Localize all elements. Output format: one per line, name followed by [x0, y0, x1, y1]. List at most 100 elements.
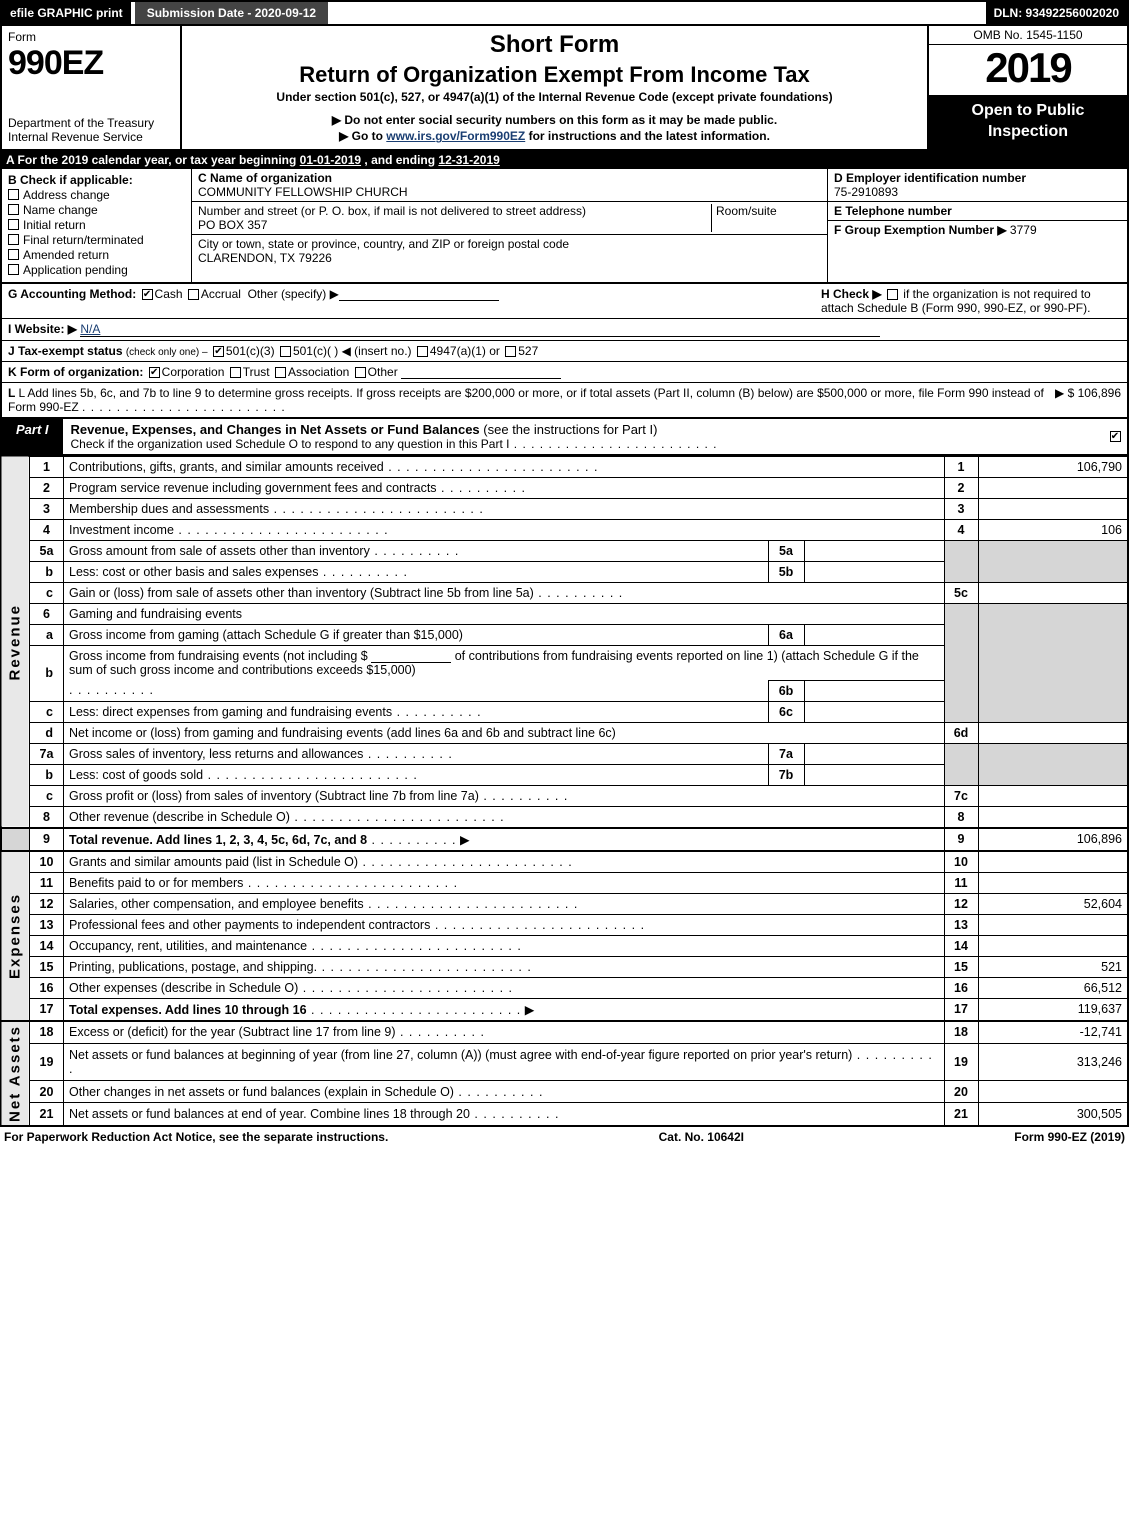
ln: 9 — [30, 828, 64, 851]
title-short: Short Form — [190, 31, 919, 59]
h-prefix: H Check ▶ — [821, 287, 882, 301]
chk-initial-return[interactable] — [8, 219, 19, 230]
chk-trust[interactable] — [230, 367, 241, 378]
chk-address-change[interactable] — [8, 189, 19, 200]
nc: 19 — [944, 1043, 978, 1080]
chk-501c3[interactable] — [213, 346, 224, 357]
lv: 119,637 — [978, 998, 1128, 1021]
chk-501c[interactable] — [280, 346, 291, 357]
subn: 7a — [768, 743, 804, 764]
table-row: 13 Professional fees and other payments … — [1, 914, 1128, 935]
l-amount-prefix: ▶ $ — [1055, 386, 1078, 400]
nc: 5c — [944, 582, 978, 603]
ln: 3 — [30, 498, 64, 519]
nc: 14 — [944, 935, 978, 956]
title-ssn-note: ▶ Do not enter social security numbers o… — [190, 113, 919, 127]
instructions-link[interactable]: www.irs.gov/Form990EZ — [386, 129, 525, 143]
a-end-date: 12-31-2019 — [438, 153, 499, 167]
nc: 3 — [944, 498, 978, 519]
chk-accrual[interactable] — [188, 289, 199, 300]
ld-text: Total expenses. Add lines 10 through 16 — [69, 1003, 307, 1017]
row-k: K Form of organization: Corporation Trus… — [8, 365, 1121, 379]
lbl-501c: 501(c)( ) ◀ (insert no.) — [293, 344, 412, 358]
table-row: d Net income or (loss) from gaming and f… — [1, 722, 1128, 743]
j-note: (check only one) – — [126, 347, 208, 358]
ld-text: Membership dues and assessments — [69, 502, 269, 516]
org-name-value: COMMUNITY FELLOWSHIP CHURCH — [198, 185, 408, 199]
chk-name-change[interactable] — [8, 204, 19, 215]
sidebar-gap — [1, 828, 30, 851]
chk-cash[interactable] — [142, 289, 153, 300]
nc: 7c — [944, 785, 978, 806]
lv — [978, 498, 1128, 519]
ln: c — [30, 701, 64, 722]
ld-text: Gross sales of inventory, less returns a… — [69, 747, 363, 761]
lv — [978, 582, 1128, 603]
other-specify-field[interactable] — [339, 287, 499, 301]
chk-amended-return[interactable] — [8, 249, 19, 260]
nc-grey — [944, 743, 978, 785]
website-value[interactable]: N/A — [80, 322, 880, 337]
part1-header: Part I Revenue, Expenses, and Changes in… — [0, 419, 1129, 456]
table-row: Net Assets 18 Excess or (deficit) for th… — [1, 1021, 1128, 1044]
lbl-amended-return: Amended return — [23, 248, 109, 262]
efile-print-label[interactable]: efile GRAPHIC print — [2, 2, 131, 24]
chk-association[interactable] — [275, 367, 286, 378]
nc: 16 — [944, 977, 978, 998]
ld: Grants and similar amounts paid (list in… — [64, 851, 945, 873]
topbar: efile GRAPHIC print Submission Date - 20… — [0, 0, 1129, 26]
chk-final-return[interactable] — [8, 234, 19, 245]
ld-text: Gross amount from sale of assets other t… — [69, 544, 370, 558]
table-row: 20 Other changes in net assets or fund b… — [1, 1081, 1128, 1103]
form-header: Form 990EZ Department of the Treasury In… — [0, 26, 1129, 151]
title-subtitle: Under section 501(c), 527, or 4947(a)(1)… — [190, 90, 919, 104]
contrib-amount-field[interactable] — [371, 649, 451, 663]
ld: Less: cost of goods sold — [64, 764, 769, 785]
chk-corporation[interactable] — [149, 367, 160, 378]
lv: 521 — [978, 956, 1128, 977]
identity-block: B Check if applicable: Address change Na… — [0, 169, 1129, 284]
ld: Gross profit or (loss) from sales of inv… — [64, 785, 945, 806]
part1-sub: Check if the organization used Schedule … — [71, 437, 510, 451]
footer-right-form: 990-EZ — [1048, 1130, 1087, 1144]
ln: 13 — [30, 914, 64, 935]
a-prefix: A For the 2019 calendar year, or tax yea… — [6, 153, 300, 167]
nc: 9 — [944, 828, 978, 851]
chk-4947[interactable] — [417, 346, 428, 357]
ld: Total revenue. Add lines 1, 2, 3, 4, 5c,… — [64, 828, 945, 851]
part1-title-wrap: Revenue, Expenses, and Changes in Net As… — [63, 419, 1103, 454]
ld: Net assets or fund balances at end of ye… — [64, 1103, 945, 1126]
ld: Membership dues and assessments — [64, 498, 945, 519]
ld-text: Grants and similar amounts paid (list in… — [69, 855, 358, 869]
subn: 6b — [768, 680, 804, 701]
chk-527[interactable] — [505, 346, 516, 357]
table-row: 12 Salaries, other compensation, and emp… — [1, 893, 1128, 914]
ln: 8 — [30, 806, 64, 828]
table-row: Expenses 10 Grants and similar amounts p… — [1, 851, 1128, 873]
chk-application-pending[interactable] — [8, 264, 19, 275]
ld: Program service revenue including govern… — [64, 477, 945, 498]
part1-title: Revenue, Expenses, and Changes in Net As… — [71, 422, 480, 437]
lv-grey — [978, 743, 1128, 785]
table-row: 11 Benefits paid to or for members 11 — [1, 872, 1128, 893]
sidebar-revenue: Revenue — [1, 456, 30, 828]
ein-label: D Employer identification number — [834, 171, 1026, 185]
g-label: G Accounting Method: — [8, 287, 136, 301]
row-g: G Accounting Method: Cash Accrual Other … — [8, 287, 821, 315]
chk-other-org[interactable] — [355, 367, 366, 378]
chk-schedule-b[interactable] — [887, 289, 898, 300]
subv — [804, 701, 944, 722]
other-org-field[interactable] — [401, 365, 561, 379]
subv — [804, 764, 944, 785]
chk-schedule-o-part1[interactable] — [1110, 431, 1121, 442]
group-exempt-label: F Group Exemption Number ▶ — [834, 223, 1007, 237]
lbl-corporation: Corporation — [162, 365, 225, 379]
ld: Salaries, other compensation, and employ… — [64, 893, 945, 914]
table-row: 6 Gaming and fundraising events — [1, 603, 1128, 624]
ld-text: Salaries, other compensation, and employ… — [69, 897, 364, 911]
table-row: c Gross profit or (loss) from sales of i… — [1, 785, 1128, 806]
ld-text: Total revenue. Add lines 1, 2, 3, 4, 5c,… — [69, 833, 367, 847]
table-row: 21 Net assets or fund balances at end of… — [1, 1103, 1128, 1126]
ld: Gross income from gaming (attach Schedul… — [64, 624, 769, 645]
nc: 21 — [944, 1103, 978, 1126]
